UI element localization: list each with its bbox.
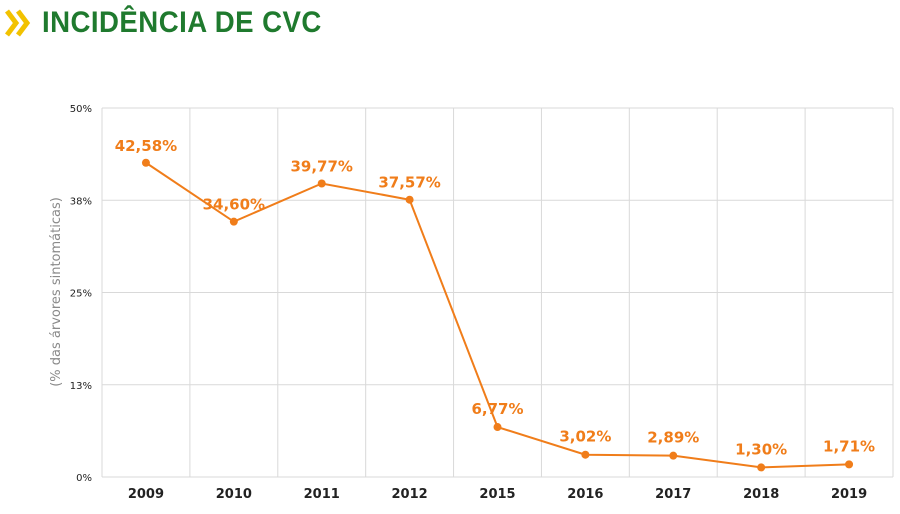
y-axis-title: (% das árvores sintomáticas) [49, 197, 64, 387]
chart-data-labels: 42,58% 34,60% 39,77% 37,57% 6,77% 3,02% 2,89% 1… [115, 137, 875, 459]
y-tick-label: 25% [70, 289, 92, 300]
data-point [757, 463, 766, 472]
chart-series [141, 158, 854, 472]
page-title: INCIDÊNCIA DE CVC [42, 6, 322, 39]
data-point [845, 460, 854, 469]
data-label: 34,60% [203, 196, 265, 214]
data-point [141, 158, 150, 167]
data-label: 6,77% [471, 400, 523, 418]
data-label: 3,02% [559, 428, 611, 446]
data-point [405, 195, 414, 204]
data-point [317, 179, 326, 188]
data-point [229, 217, 238, 226]
x-tick-label: 2017 [655, 487, 691, 502]
header: INCIDÊNCIA DE CVC [0, 0, 900, 50]
y-tick-label: 0% [76, 473, 92, 484]
data-point [669, 451, 678, 460]
chart-grid [101, 107, 894, 478]
x-tick-label: 2011 [304, 487, 340, 502]
data-label: 39,77% [290, 157, 352, 175]
data-point [493, 423, 502, 432]
x-tick-label: 2015 [479, 487, 515, 502]
data-label: 1,30% [735, 440, 787, 458]
data-label: 42,58% [115, 137, 177, 155]
double-chevron-right-icon [5, 9, 31, 37]
y-tick-label: 38% [70, 196, 92, 207]
data-label: 1,71% [823, 437, 875, 455]
x-tick-label: 2012 [392, 487, 428, 502]
x-tick-label: 2018 [743, 487, 779, 502]
x-tick-label: 2009 [128, 487, 164, 502]
data-point [581, 450, 590, 459]
chart-axes: 0% 13% 25% 38% 50% 2009 2010 2011 2012 2015 2016 20… [70, 104, 867, 502]
data-label: 37,57% [378, 174, 440, 192]
y-tick-label: 50% [70, 104, 92, 115]
x-tick-label: 2019 [831, 487, 867, 502]
x-tick-label: 2010 [216, 487, 252, 502]
x-tick-label: 2016 [567, 487, 603, 502]
data-label: 2,89% [647, 429, 699, 447]
y-tick-label: 13% [70, 381, 92, 392]
